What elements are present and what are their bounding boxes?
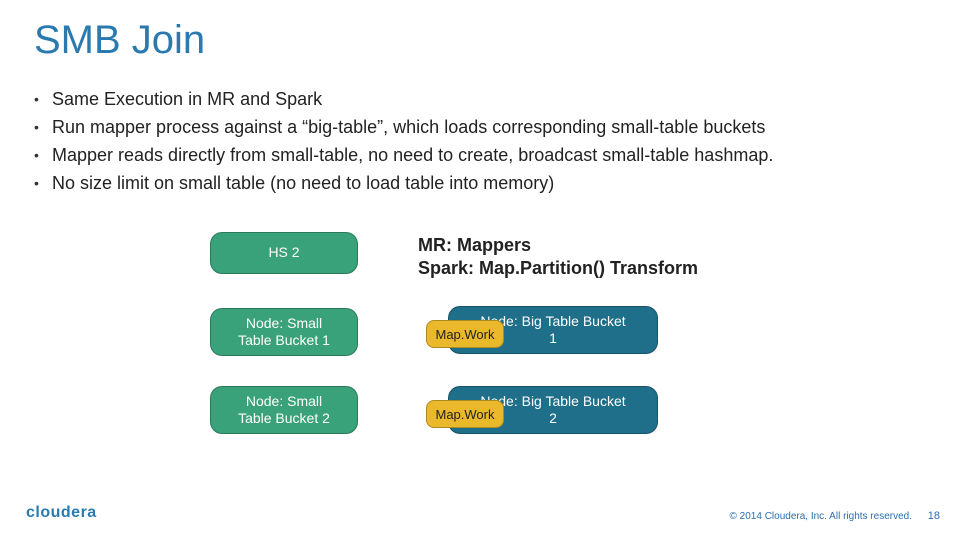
bullet-item: No size limit on small table (no need to… (34, 170, 773, 196)
bullet-item: Same Execution in MR and Spark (34, 86, 773, 112)
node-hs2: HS 2 (210, 232, 358, 274)
page-number: 18 (928, 510, 940, 522)
node-mapwork-1: Map.Work (426, 320, 504, 348)
node-mapwork-2: Map.Work (426, 400, 504, 428)
node-small-bucket-2: Node: Small Table Bucket 2 (210, 386, 358, 434)
caption-line: MR: Mappers (418, 234, 698, 257)
bullet-item: Run mapper process against a “big-table”… (34, 114, 773, 140)
caption-line: Spark: Map.Partition() Transform (418, 257, 698, 280)
logo: cloudera (26, 504, 97, 522)
node-small-bucket-1: Node: Small Table Bucket 1 (210, 308, 358, 356)
copyright: © 2014 Cloudera, Inc. All rights reserve… (730, 511, 912, 522)
bullet-item: Mapper reads directly from small-table, … (34, 142, 773, 168)
diagram-caption: MR: Mappers Spark: Map.Partition() Trans… (418, 234, 698, 281)
bullet-list: Same Execution in MR and Spark Run mappe… (34, 86, 773, 198)
slide-title: SMB Join (34, 18, 205, 63)
slide: SMB Join Same Execution in MR and Spark … (0, 0, 960, 540)
